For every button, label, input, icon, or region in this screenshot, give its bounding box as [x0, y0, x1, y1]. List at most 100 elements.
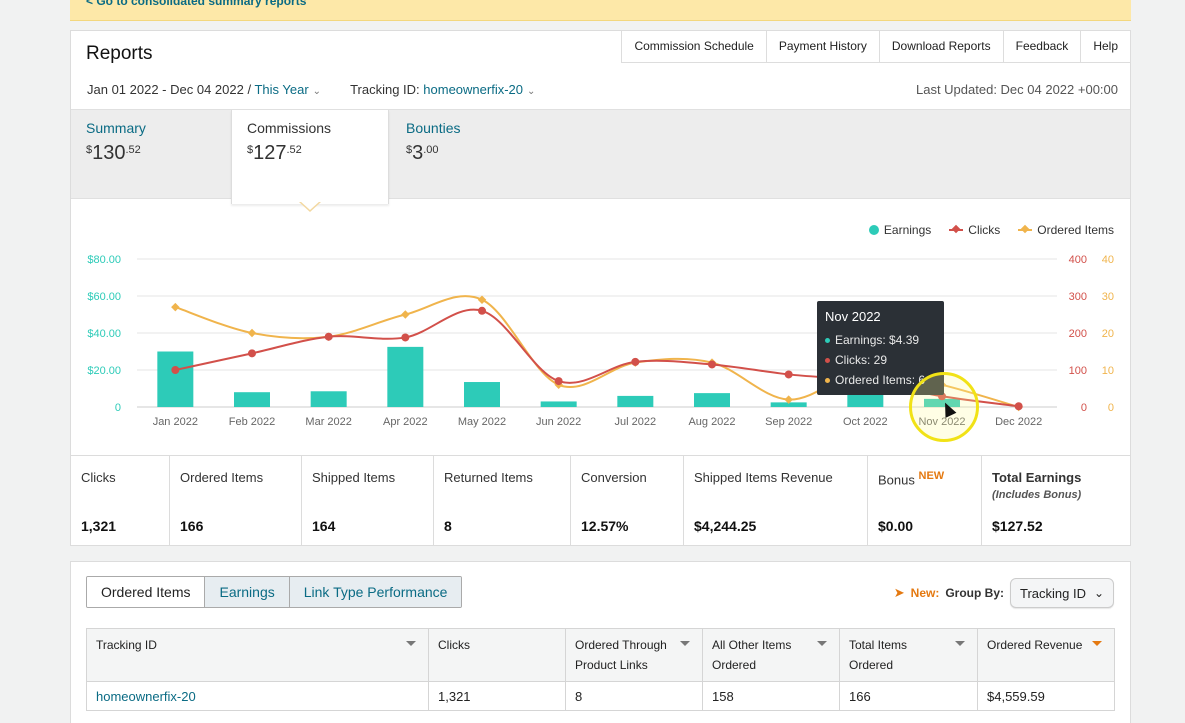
- x-tick-label: Dec 2022: [995, 416, 1042, 428]
- column-header-ordered-revenue[interactable]: Ordered Revenue: [977, 628, 1115, 682]
- new-badge: NEW: [918, 470, 945, 482]
- y-right-ordered-tick-label: 40: [1102, 254, 1114, 266]
- earnings-bar: [310, 391, 347, 407]
- tab-label: Bounties: [406, 120, 461, 136]
- y-left-tick-label: $60.00: [87, 291, 121, 303]
- clicks-point: [554, 377, 563, 386]
- clicks-cell: 1,321: [428, 681, 566, 711]
- column-header-other-items[interactable]: All Other Items Ordered: [702, 628, 840, 682]
- y-left-tick-label: $20.00: [87, 365, 121, 377]
- commission-schedule-link[interactable]: Commission Schedule: [634, 39, 754, 53]
- tab-label: Summary: [86, 120, 146, 136]
- column-header-tracking-id[interactable]: Tracking ID: [86, 628, 429, 682]
- y-right-clicks-tick-label: 200: [1069, 328, 1087, 340]
- x-tick-label: Oct 2022: [843, 416, 888, 428]
- sort-icon[interactable]: [1092, 641, 1102, 646]
- metric-conversion: Conversion 12.57%: [571, 456, 684, 545]
- tab-summary[interactable]: Summary $130.52: [71, 110, 231, 198]
- metrics-row: Clicks 1,321 Ordered Items 166 Shipped Ite…: [71, 455, 1130, 545]
- y-right-clicks-tick-label: 100: [1069, 365, 1087, 377]
- x-tick-label: Mar 2022: [305, 416, 351, 428]
- column-header-total-items[interactable]: Total Items Ordered: [839, 628, 978, 682]
- legend-ordered-items[interactable]: Ordered Items: [1018, 223, 1114, 237]
- tracking-id-label: Tracking ID:: [350, 82, 420, 97]
- tooltip-clicks: Clicks: 29: [835, 353, 888, 367]
- chart-tooltip: Nov 2022 Earnings: $4.39 Clicks: 29 Orde…: [817, 301, 944, 395]
- metric-clicks: Clicks 1,321: [71, 456, 170, 545]
- earnings-bar: [847, 394, 884, 407]
- period-label: This Year: [254, 82, 309, 97]
- report-type-tabs: Ordered Items Earnings Link Type Perform…: [86, 576, 463, 608]
- tab-bounties[interactable]: Bounties $3.00: [391, 110, 551, 198]
- summary-tabs: Summary $130.52 Commissions $127.52 Boun…: [71, 109, 1130, 204]
- ordered-point: [401, 310, 410, 319]
- earnings-bar: [464, 382, 500, 407]
- table-row: homeownerfix-20 1,321 8 158 166 $4,559.5…: [86, 681, 1115, 711]
- x-tick-label: Aug 2022: [688, 416, 735, 428]
- legend-earnings[interactable]: Earnings: [868, 223, 931, 237]
- metric-shipped-revenue: Shipped Items Revenue $4,244.25: [684, 456, 868, 545]
- sort-icon[interactable]: [817, 641, 827, 646]
- column-header-clicks[interactable]: Clicks: [428, 628, 566, 682]
- tooltip-title: Nov 2022: [825, 309, 881, 324]
- payment-history-link[interactable]: Payment History: [765, 31, 879, 62]
- tab-amount: $127.52: [247, 142, 302, 164]
- tracking-id-dropdown[interactable]: homeownerfix-20 ⌄: [423, 82, 535, 97]
- tab-label: Commissions: [247, 120, 332, 136]
- chevron-down-icon: ⌄: [1093, 586, 1104, 600]
- earnings-bar: [157, 351, 194, 407]
- notice-banner: < Go to consolidated summary reports: [70, 0, 1131, 21]
- clicks-point: [1014, 402, 1023, 411]
- ordered-items-table: Tracking ID Clicks Ordered Through Produ…: [86, 628, 1115, 711]
- group-by-select[interactable]: Tracking ID ⌄: [1010, 578, 1114, 608]
- earnings-dot-icon: [825, 337, 830, 343]
- consolidated-reports-link[interactable]: < Go to consolidated summary reports: [86, 0, 307, 8]
- metric-returned-items: Returned Items 8: [434, 456, 571, 545]
- chart-legend: Earnings Clicks Ordered Items: [868, 223, 1114, 237]
- earnings-bar: [540, 401, 577, 407]
- earnings-bar: [770, 402, 807, 407]
- clicks-point: [708, 360, 716, 369]
- clicks-point: [478, 306, 486, 315]
- ordered-point: [784, 395, 793, 404]
- y-right-clicks-tick-label: 400: [1069, 254, 1087, 266]
- clicks-marker-icon: [949, 229, 964, 231]
- y-right-clicks-tick-label: 0: [1081, 402, 1087, 414]
- y-left-tick-label: $80.00: [87, 254, 121, 266]
- legend-clicks[interactable]: Clicks: [949, 223, 1000, 237]
- clicks-point: [631, 357, 640, 366]
- sort-icon[interactable]: [680, 641, 690, 646]
- sort-icon[interactable]: [955, 641, 965, 646]
- period-dropdown[interactable]: This Year ⌄: [254, 82, 321, 97]
- group-by: ➤ New: Group By: Tracking ID ⌄: [894, 578, 1114, 608]
- earnings-dot-icon: [868, 225, 879, 235]
- tab-ordered-items[interactable]: Ordered Items: [87, 577, 205, 607]
- x-tick-label: Feb 2022: [229, 416, 275, 428]
- earnings-bar: [694, 393, 730, 407]
- earnings-chart: Earnings Clicks Ordered Items $80.00 400 4…: [71, 209, 1130, 455]
- x-tick-label: Nov 2022: [918, 416, 965, 428]
- clicks-point: [784, 370, 793, 379]
- metric-total-earnings: Total Earnings (Includes Bonus) $127.52: [992, 470, 1082, 534]
- page-title: Reports: [86, 43, 153, 64]
- tab-commissions[interactable]: Commissions $127.52: [231, 110, 389, 204]
- earnings-bar: [617, 395, 654, 407]
- metric-bonus: Bonus NEW $0.00: [868, 456, 982, 545]
- y-left-tick-label: $40.00: [87, 328, 121, 340]
- total-items-cell: 166: [839, 681, 978, 711]
- sort-icon[interactable]: [406, 641, 416, 646]
- y-right-ordered-tick-label: 0: [1108, 402, 1114, 414]
- tracking-id-cell[interactable]: homeownerfix-20: [86, 681, 429, 711]
- chart-plot: $80.00 400 40 $60.00 300 30 $40.00 200 20 $20.00 1…: [87, 254, 1114, 428]
- feedback-link[interactable]: Feedback: [1002, 31, 1081, 62]
- y-right-ordered-tick-label: 20: [1102, 328, 1114, 340]
- tab-link-type-performance[interactable]: Link Type Performance: [288, 577, 462, 607]
- help-link[interactable]: Help: [1080, 31, 1130, 62]
- tab-earnings[interactable]: Earnings: [204, 577, 289, 607]
- download-reports-link[interactable]: Download Reports: [878, 31, 1003, 62]
- x-tick-label: Jun 2022: [536, 416, 581, 428]
- tracking-id-value: homeownerfix-20: [423, 82, 523, 97]
- x-tick-label: Jul 2022: [615, 416, 657, 428]
- top-links: Commission Schedule Payment History Down…: [621, 30, 1131, 63]
- column-header-ordered-through[interactable]: Ordered Through Product Links: [565, 628, 703, 682]
